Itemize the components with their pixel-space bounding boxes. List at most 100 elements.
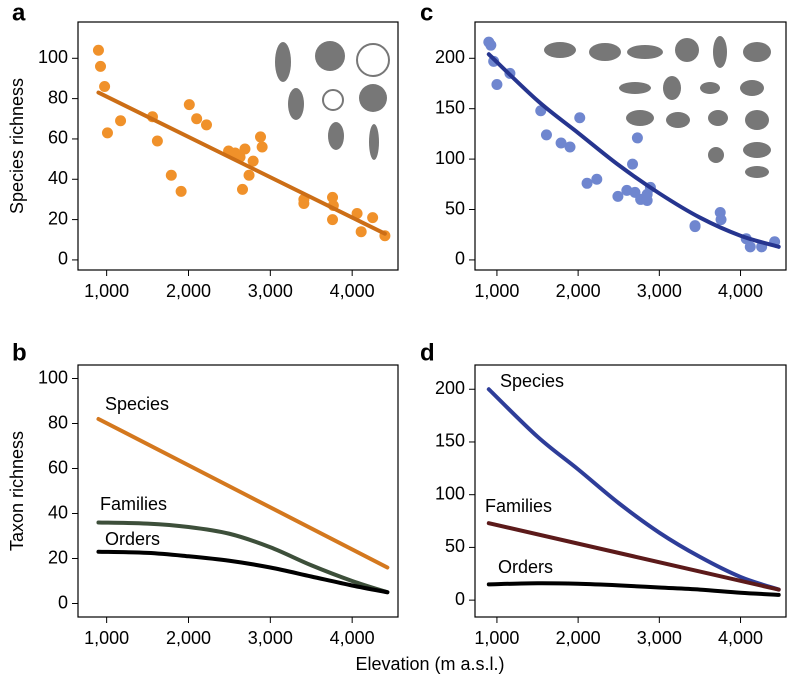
data-point xyxy=(200,119,212,131)
y-tick-label: 50 xyxy=(445,198,465,218)
series-label: Species xyxy=(105,394,169,414)
y-tick-label: 100 xyxy=(38,47,68,67)
panel: d 0 50 100 150 200 1,000 2,000 3,000 4,000 Species… xyxy=(420,339,787,648)
data-point xyxy=(151,135,163,147)
data-point xyxy=(237,183,249,195)
data-point xyxy=(564,141,576,153)
y-tick-label: 0 xyxy=(58,249,68,269)
x-tick-label: 3,000 xyxy=(637,628,682,648)
panel-letter: b xyxy=(12,339,27,366)
curve xyxy=(486,52,781,249)
series-label: Orders xyxy=(498,557,553,577)
data-point xyxy=(256,141,268,153)
silhouettes xyxy=(275,36,771,178)
panel-letter: a xyxy=(12,0,26,26)
plot-frame xyxy=(77,364,399,618)
x-tick-label: 3,000 xyxy=(248,628,293,648)
series-label: Orders xyxy=(105,529,160,549)
data-point xyxy=(175,185,187,197)
data-point xyxy=(367,212,379,224)
y-tick-label: 0 xyxy=(58,592,68,612)
data-point xyxy=(101,127,113,139)
x-tick-label: 2,000 xyxy=(166,281,211,301)
data-point xyxy=(183,99,195,111)
plot-frame xyxy=(474,364,787,618)
data-point xyxy=(555,137,567,149)
y-axis-label: Taxon richness xyxy=(7,431,27,551)
data-point xyxy=(247,155,259,167)
data-point xyxy=(631,132,643,144)
data-point xyxy=(591,173,603,185)
data-point xyxy=(99,81,111,93)
curve xyxy=(96,549,390,595)
y-tick-label: 100 xyxy=(38,367,68,387)
data-point xyxy=(355,226,367,238)
data-point xyxy=(581,177,593,189)
data-point xyxy=(744,241,756,253)
x-tick-label: 1,000 xyxy=(84,281,129,301)
panel: c 0 50 100 150 200 1,000 2,000 3,000 4,000 xyxy=(420,0,787,301)
data-point xyxy=(491,79,503,91)
data-point xyxy=(191,113,203,125)
y-tick-label: 150 xyxy=(435,97,465,117)
plot-frame xyxy=(77,21,399,271)
data-point xyxy=(327,214,339,226)
y-tick-label: 0 xyxy=(455,249,465,269)
series-label: Families xyxy=(100,494,167,514)
y-tick-label: 40 xyxy=(48,168,68,188)
y-tick-label: 100 xyxy=(435,148,465,168)
x-axis-label: Elevation (m a.s.l.) xyxy=(355,654,504,674)
y-tick-label: 0 xyxy=(455,589,465,609)
x-tick-label: 1,000 xyxy=(474,628,519,648)
data-point xyxy=(641,194,653,206)
x-tick-label: 4,000 xyxy=(718,281,763,301)
x-tick-label: 1,000 xyxy=(474,281,519,301)
x-tick-label: 2,000 xyxy=(556,281,601,301)
curve xyxy=(96,417,390,570)
y-axis-label: Species richness xyxy=(7,78,27,214)
data-point xyxy=(627,158,639,170)
y-tick-label: 50 xyxy=(445,536,465,556)
x-tick-label: 2,000 xyxy=(166,628,211,648)
data-point xyxy=(574,112,586,124)
y-tick-label: 20 xyxy=(48,208,68,228)
data-point xyxy=(255,131,267,143)
y-tick-label: 150 xyxy=(435,431,465,451)
y-tick-label: 80 xyxy=(48,87,68,107)
panel: b Taxon richness 0 20 40 60 80 100 1,000 2,000 3,0… xyxy=(7,339,399,648)
data-point xyxy=(689,220,701,232)
x-tick-label: 4,000 xyxy=(330,628,375,648)
data-point xyxy=(327,191,339,203)
data-point xyxy=(298,197,310,209)
data-point xyxy=(485,39,497,51)
curve xyxy=(486,387,781,592)
y-tick-label: 40 xyxy=(48,502,68,522)
data-point xyxy=(715,214,727,226)
data-point xyxy=(351,208,363,220)
x-tick-label: 4,000 xyxy=(718,628,763,648)
y-tick-label: 80 xyxy=(48,412,68,432)
x-tick-label: 4,000 xyxy=(330,281,375,301)
plot-frame xyxy=(474,21,787,271)
curve xyxy=(486,581,781,597)
curve xyxy=(486,521,781,592)
data-point xyxy=(92,44,104,56)
data-point xyxy=(239,143,251,155)
x-tick-label: 2,000 xyxy=(556,628,601,648)
curve xyxy=(96,520,390,595)
x-tick-label: 3,000 xyxy=(637,281,682,301)
data-point xyxy=(243,169,255,181)
data-point xyxy=(540,129,552,141)
data-point xyxy=(165,169,177,181)
data-point xyxy=(612,190,624,202)
y-tick-label: 200 xyxy=(435,378,465,398)
panel: a Species richness 0 20 40 60 80 100 1,000 2,000 3… xyxy=(7,0,399,301)
curve xyxy=(96,90,387,236)
x-tick-label: 3,000 xyxy=(248,281,293,301)
series-label: Families xyxy=(485,496,552,516)
y-tick-label: 20 xyxy=(48,547,68,567)
series-label: Species xyxy=(500,371,564,391)
data-point xyxy=(95,60,107,72)
y-tick-label: 60 xyxy=(48,457,68,477)
